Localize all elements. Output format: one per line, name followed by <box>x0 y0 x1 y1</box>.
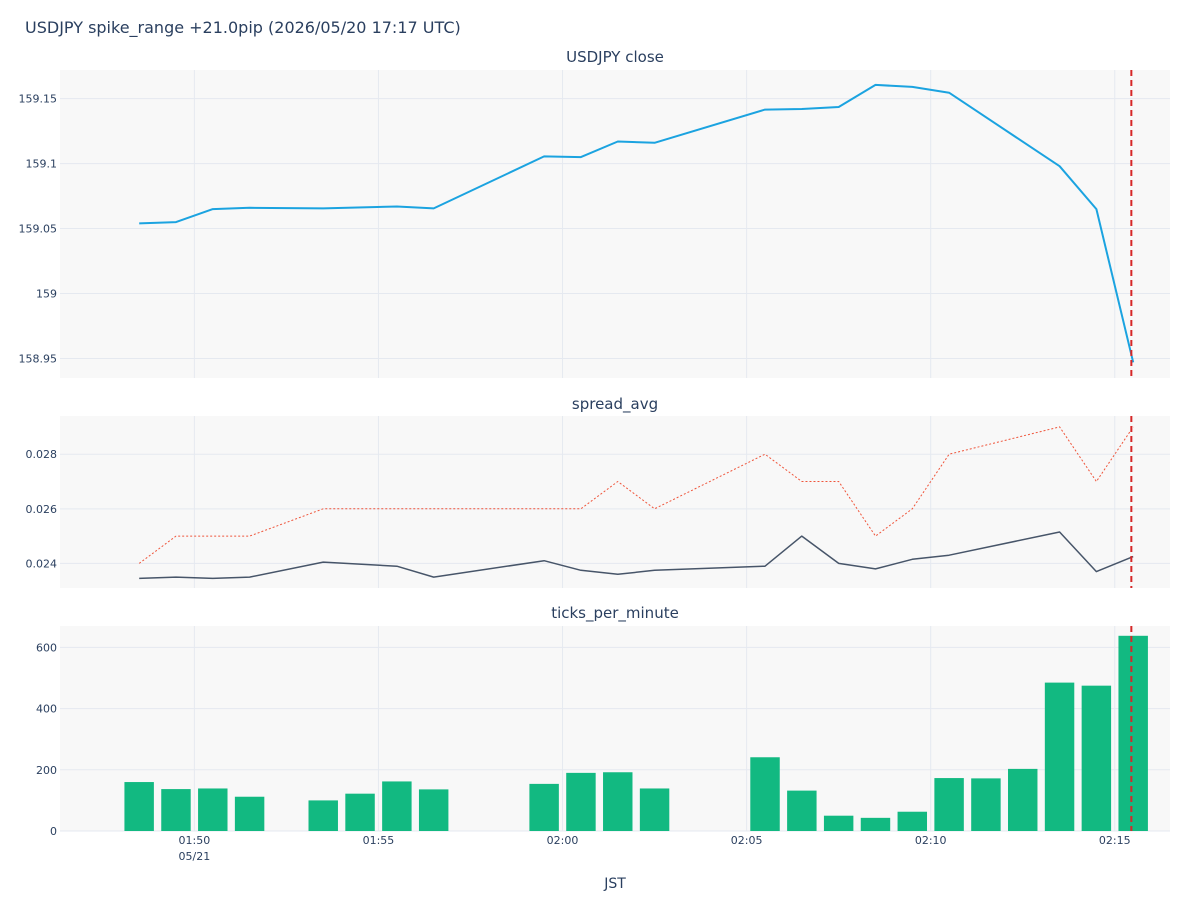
y-tick-label: 159.1 <box>26 158 58 171</box>
ticks-bar <box>1118 635 1148 831</box>
y-tick-label: 159.05 <box>19 223 58 236</box>
y-tick-label: 200 <box>36 764 57 777</box>
ticks-bar <box>860 817 891 831</box>
x-tick-date-label: 05/21 <box>179 850 211 863</box>
ticks-bar <box>529 783 559 831</box>
y-tick-label: 0.024 <box>26 557 58 570</box>
ticks-bar <box>971 778 1001 831</box>
x-tick-label: 02:15 <box>1099 834 1131 847</box>
ticks-bar <box>234 796 265 831</box>
ticks-bar <box>382 781 412 831</box>
x-axis-title: JST <box>603 876 626 892</box>
subplot-title: spread_avg <box>572 395 658 414</box>
spread-max-line <box>138 426 1134 564</box>
ticks-bar <box>787 790 817 831</box>
ticks-bar <box>1081 685 1112 831</box>
y-tick-label: 158.95 <box>19 353 58 366</box>
ticks-bar <box>639 788 670 831</box>
panel-spread: 0.024 0.026 0.028 spread_avg <box>26 395 1170 588</box>
y-tick-label: 600 <box>36 641 57 654</box>
ticks-bar <box>897 811 928 831</box>
y-tick-label: 0.028 <box>26 448 58 461</box>
x-tick-label: 01:50 <box>179 834 211 847</box>
ticks-bar <box>418 789 449 831</box>
x-tick-label: 02:00 <box>547 834 579 847</box>
subplot-title: ticks_per_minute <box>551 604 679 623</box>
ticks-bar <box>934 778 964 831</box>
y-tick-label: 159.15 <box>19 93 58 106</box>
ticks-bar <box>823 815 854 831</box>
ticks-bar <box>161 789 191 831</box>
x-axis: 01:50 05/21 01:55 02:00 02:05 02:10 02:15 <box>179 834 1131 863</box>
plot-area <box>60 70 1170 378</box>
panel-close: 158.95 159 159.05 159.1 159.15 USDJPY close <box>19 48 1170 378</box>
ticks-bar <box>566 772 596 831</box>
subplot-title: USDJPY close <box>566 48 664 66</box>
ticks-bar <box>124 782 154 831</box>
spread-avg-line <box>139 531 1134 580</box>
y-tick-label: 159 <box>36 288 57 301</box>
figure-title: USDJPY spike_range +21.0pip (2026/05/20 … <box>25 18 461 37</box>
plot-area <box>60 416 1170 588</box>
close-line <box>139 83 1135 363</box>
ticks-bar <box>308 800 338 831</box>
y-tick-label: 0 <box>50 825 57 838</box>
ticks-bar <box>1044 682 1075 831</box>
x-tick-label: 02:10 <box>915 834 947 847</box>
ticks-bar <box>1008 768 1038 831</box>
ticks-bar <box>345 793 375 831</box>
y-tick-label: 0.026 <box>26 503 58 516</box>
ticks-bar <box>198 788 228 831</box>
x-tick-label: 02:05 <box>731 834 763 847</box>
y-tick-label: 400 <box>36 703 57 716</box>
ticks-bar <box>603 772 633 831</box>
panel-ticks: 0 200 400 600 ticks_per_minute <box>36 604 1170 838</box>
ticks-bar <box>750 757 780 831</box>
x-tick-label: 01:55 <box>363 834 395 847</box>
